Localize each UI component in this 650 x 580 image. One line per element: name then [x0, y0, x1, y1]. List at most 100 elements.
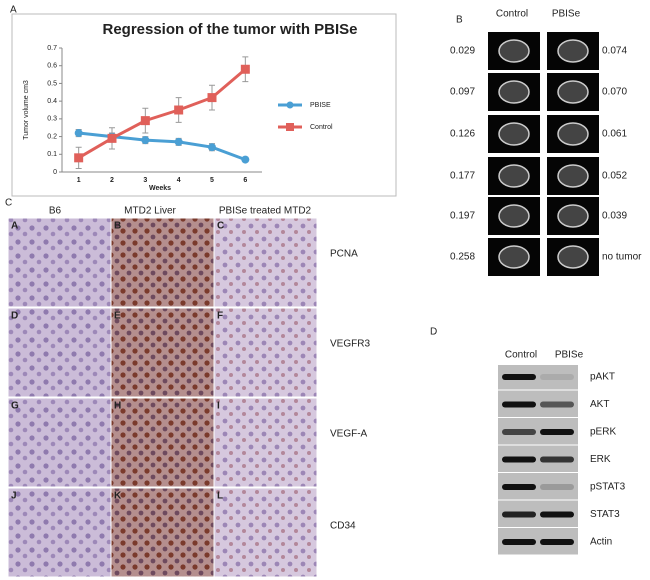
x-tick-label: 6: [243, 177, 247, 184]
mri-body: [557, 204, 589, 228]
row-label: CD34: [330, 521, 356, 532]
column-header: PBISe: [555, 350, 584, 361]
column-header: Control: [505, 350, 537, 361]
control-volume: 0.126: [450, 129, 475, 140]
row-label: VEGF-A: [330, 429, 368, 440]
point: [141, 136, 150, 145]
point: [174, 137, 183, 146]
blot-band: [502, 511, 536, 518]
blot-band: [502, 374, 536, 380]
x-tick-label: 5: [210, 177, 214, 184]
x-tick-label: 4: [177, 177, 181, 184]
row-label: VEGFR3: [330, 339, 370, 350]
mri-body: [557, 164, 589, 188]
blot-band: [540, 401, 574, 408]
control-volume: 0.258: [450, 252, 475, 263]
mri-body: [557, 80, 589, 104]
ihc-image: [110, 487, 215, 578]
blot-band: [502, 484, 536, 490]
tile-label: C: [217, 221, 224, 232]
point: [208, 143, 216, 152]
mri-body: [498, 122, 530, 146]
band-label: pAKT: [590, 372, 615, 383]
y-tick-label: 0: [53, 169, 57, 176]
tile-label: A: [11, 221, 18, 232]
y-tick-label: 0.7: [47, 45, 57, 52]
row-label: PCNA: [330, 249, 358, 260]
panel-label: A: [10, 5, 17, 16]
mri-body: [557, 245, 589, 269]
mri-body: [557, 39, 589, 63]
y-tick-label: 0.3: [47, 116, 57, 123]
column-header: Control: [496, 9, 528, 20]
legend-marker: [286, 101, 294, 109]
pbise-volume: no tumor: [602, 252, 642, 263]
legend-label: Control: [310, 124, 333, 131]
pbise-volume: 0.052: [602, 171, 627, 182]
tile-label: J: [11, 491, 17, 502]
column-header: B6: [49, 206, 62, 217]
ihc-image: [213, 217, 318, 308]
point: [74, 153, 84, 163]
tile-label: D: [11, 311, 18, 322]
y-axis-label: Tumor volume cm3: [23, 80, 30, 140]
blot-band: [540, 484, 574, 490]
control-volume: 0.029: [450, 46, 475, 57]
legend-marker: [286, 123, 294, 131]
band-label: AKT: [590, 399, 609, 410]
pbise-volume: 0.074: [602, 46, 627, 57]
x-tick-label: 3: [143, 177, 147, 184]
ihc-image: [213, 307, 318, 398]
point: [207, 93, 217, 103]
series-line: [77, 68, 247, 160]
point: [240, 64, 250, 74]
y-tick-label: 0.1: [47, 151, 57, 158]
tile-label: H: [114, 401, 121, 412]
mri-body: [557, 122, 589, 146]
y-tick-label: 0.5: [47, 80, 57, 87]
control-volume: 0.177: [450, 171, 475, 182]
ihc-image: [213, 397, 318, 488]
mri-body: [498, 39, 530, 63]
tile-label: L: [217, 491, 223, 502]
panel-label: D: [430, 327, 437, 338]
x-tick-label: 1: [77, 177, 81, 184]
blot-band: [502, 401, 536, 408]
band-label: Actin: [590, 537, 612, 548]
legend-label: PBISE: [310, 102, 331, 109]
pbise-volume: 0.061: [602, 129, 627, 140]
tile-label: I: [217, 401, 220, 412]
panel-label: C: [5, 198, 12, 209]
control-volume: 0.197: [450, 211, 475, 222]
ihc-image: [110, 217, 215, 308]
tile-label: F: [217, 311, 223, 322]
blot-band: [540, 539, 574, 545]
panel-label: B: [456, 15, 463, 26]
pbise-volume: 0.039: [602, 211, 627, 222]
blot-band: [502, 429, 536, 435]
tile-label: K: [114, 491, 122, 502]
point: [140, 116, 150, 126]
blot-band: [502, 539, 536, 545]
column-header: MTD2 Liver: [124, 206, 176, 217]
point: [241, 155, 250, 164]
control-volume: 0.097: [450, 87, 475, 98]
series-line: [78, 131, 246, 162]
x-axis-label: Weeks: [149, 185, 171, 192]
point: [174, 105, 184, 115]
tile-label: E: [114, 311, 121, 322]
blot-band: [540, 511, 574, 518]
chart-frame: [11, 13, 397, 197]
blot-band: [502, 456, 536, 463]
point: [107, 133, 117, 143]
column-header: PBISe: [552, 9, 581, 20]
band-label: pERK: [590, 427, 616, 438]
column-header: PBISe treated MTD2: [219, 206, 312, 217]
point: [74, 129, 83, 138]
pbise-volume: 0.070: [602, 87, 627, 98]
y-tick-label: 0.4: [47, 98, 57, 105]
ihc-image: [7, 217, 112, 308]
x-tick-label: 2: [110, 177, 114, 184]
mri-body: [498, 164, 530, 188]
